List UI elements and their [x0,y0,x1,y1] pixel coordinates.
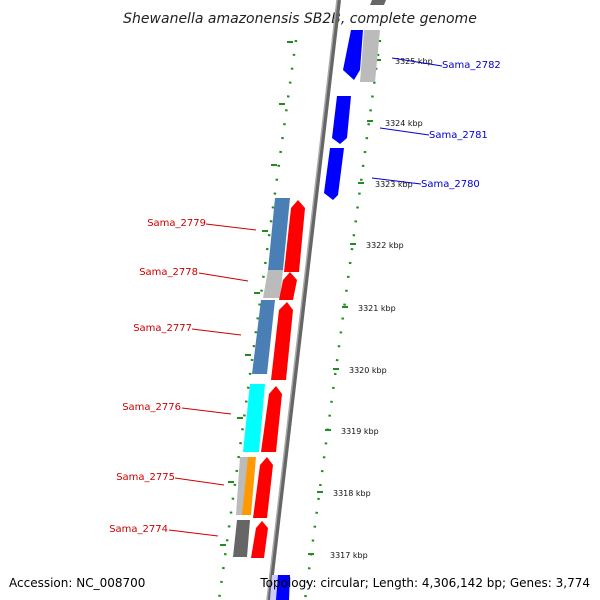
gene-label-sama-2778[interactable]: Sama_2778 [139,267,198,278]
right-major-ticks [308,59,381,555]
leader-line [371,177,422,185]
gene-sama-2775-orange[interactable] [242,457,256,515]
gene-dark-top[interactable] [370,0,386,5]
gene-sama-2779[interactable] [268,198,290,270]
gene-bottom-light[interactable] [270,575,278,600]
leader-line [205,223,257,231]
kbp-label: 3321 kbp [358,304,396,313]
gene-label-sama-2776[interactable]: Sama_2776 [122,402,181,413]
leader-line [379,127,430,136]
kbp-label: 3318 kbp [333,489,371,498]
gene-label-sama-2777[interactable]: Sama_2777 [133,323,192,334]
kbp-label: 3322 kbp [366,241,404,250]
map-title: Shewanella amazonensis SB2B, complete ge… [123,11,477,27]
gene-sama-2781[interactable] [332,96,351,144]
leader-line [391,57,443,67]
leader-line [174,477,225,486]
leader-line [181,407,232,415]
kbp-label: 3324 kbp [385,119,423,128]
gene-label-sama-2782[interactable]: Sama_2782 [442,60,501,71]
right-gene-labels: Sama_2782 Sama_2781 Sama_2780 [371,57,501,190]
gene-sama-2776[interactable] [243,384,265,452]
genome-backbone-highlight [266,0,338,600]
gene-sama-2778[interactable] [279,272,297,300]
leader-line [191,328,242,336]
gene-sama-2778-gray[interactable] [263,270,283,298]
gene-sama-2775[interactable] [253,457,273,518]
gene-label-sama-2774[interactable]: Sama_2774 [109,524,168,535]
genome-backbone [267,0,341,600]
gene-red-2[interactable] [271,302,293,380]
gene-label-sama-2775[interactable]: Sama_2775 [116,472,175,483]
gene-dark-2774[interactable] [233,520,250,557]
gene-label-sama-2779[interactable]: Sama_2779 [147,218,206,229]
left-major-ticks [220,41,293,546]
kbp-label: 3323 kbp [375,180,413,189]
kbp-label: 3320 kbp [349,366,387,375]
gene-sama-2774[interactable] [251,521,268,558]
gene-sama-2777[interactable] [252,300,275,374]
accession-text: Accession: NC_008700 [9,576,145,590]
gene-sama-2782[interactable] [343,30,363,80]
gene-label-sama-2780[interactable]: Sama_2780 [421,179,480,190]
reverse-genes [233,198,305,600]
genome-summary-text: Topology: circular; Length: 4,306,142 bp… [259,576,590,590]
gene-sama-2780[interactable] [324,148,344,200]
gene-red-3[interactable] [261,386,282,452]
leader-line [168,529,219,537]
leader-line [198,272,249,282]
gene-red-1[interactable] [284,200,305,272]
left-gene-labels: Sama_2779 Sama_2778 Sama_2777 Sama_2776 … [109,218,257,537]
kbp-label: 3317 kbp [330,551,368,560]
gene-label-sama-2781[interactable]: Sama_2781 [429,130,488,141]
gene-bottom-blue[interactable] [274,575,290,600]
gene-gray-top[interactable] [360,30,380,82]
kbp-label: 3319 kbp [341,427,379,436]
forward-genes [324,0,386,200]
